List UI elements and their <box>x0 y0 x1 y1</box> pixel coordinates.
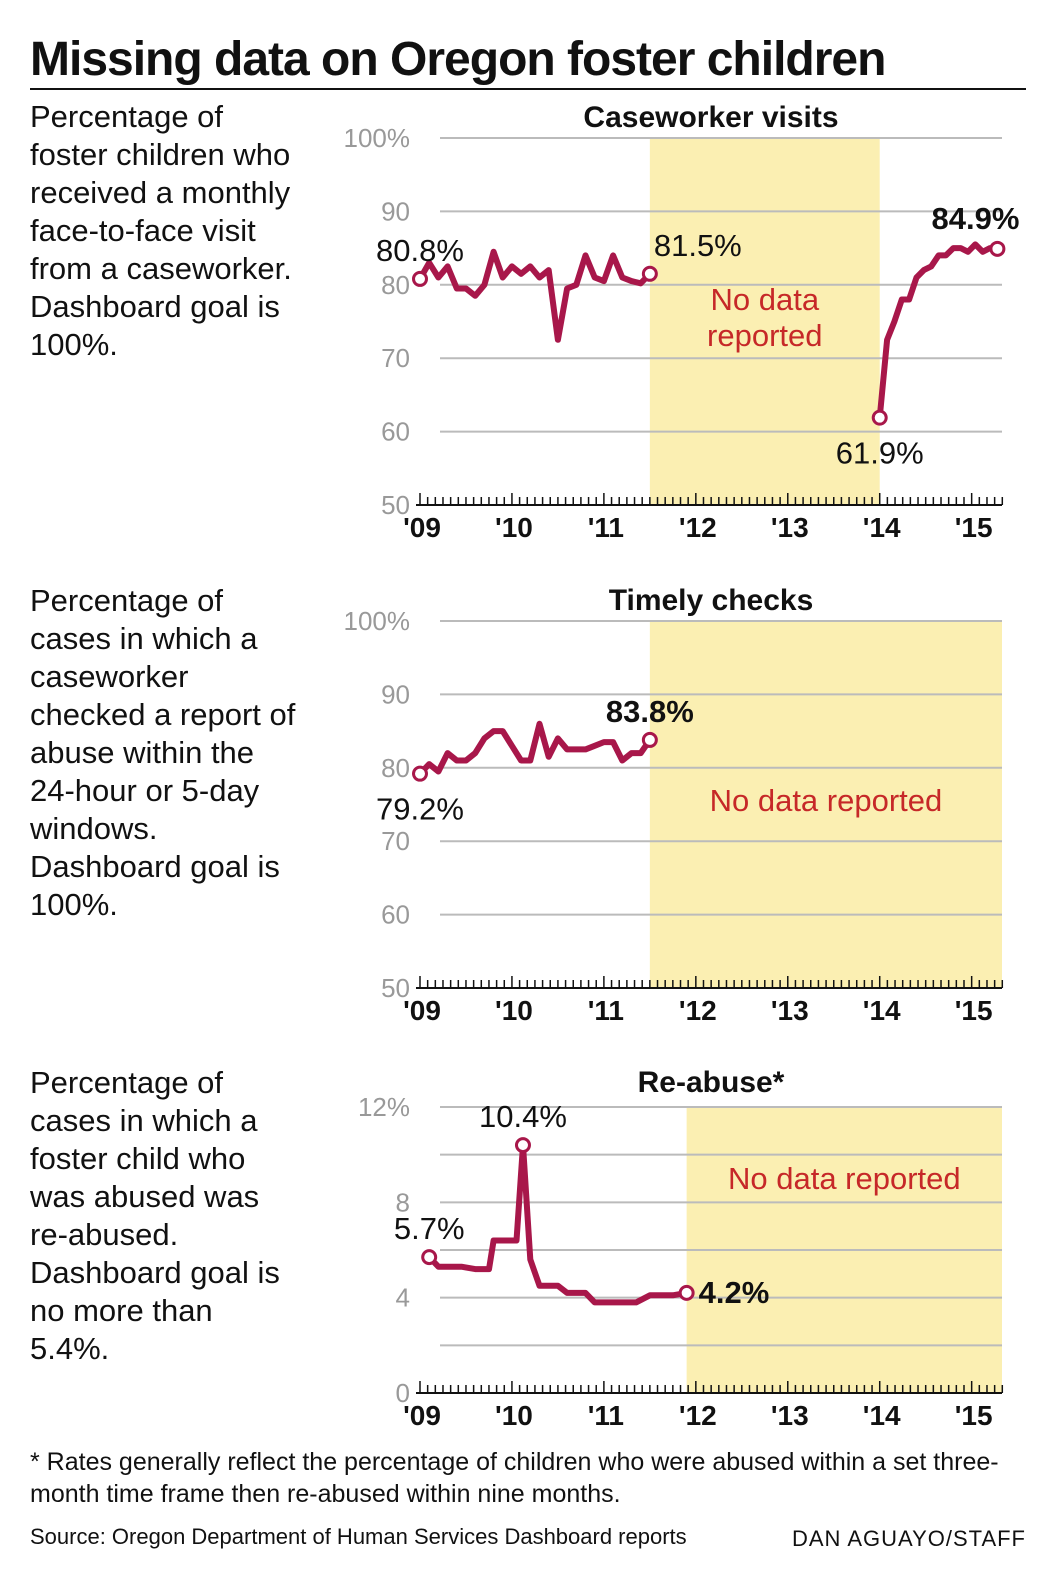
chart-title: Caseworker visits <box>583 101 838 134</box>
source-line: Source: Oregon Department of Human Servi… <box>30 1524 687 1549</box>
data-label: 84.9% <box>931 201 1019 236</box>
y-tick-label: 90 <box>381 196 410 226</box>
y-tick-label: 4 <box>396 1283 410 1313</box>
x-tick-label: '10 <box>495 995 533 1026</box>
data-point-marker <box>871 409 888 426</box>
x-tick-label: '13 <box>771 1400 809 1431</box>
y-tick-label: 100% <box>344 123 411 153</box>
x-tick-label: '10 <box>495 1400 533 1431</box>
y-tick-label: 50 <box>381 490 410 520</box>
series-line <box>417 248 653 343</box>
chart-caseworker-visits-svg: 50 60 70 80 90 100% '09 '10 '11 '12 '13 '14 '15 Casew… <box>344 101 1020 543</box>
x-tick-label: '12 <box>679 1400 717 1431</box>
no-data-label: reported <box>707 318 822 353</box>
data-point-marker <box>412 270 428 287</box>
y-tick-label: 70 <box>381 826 410 856</box>
chart-title: Re-abuse* <box>638 1066 785 1099</box>
footnote: * Rates generally reflect the percentage… <box>30 1448 999 1508</box>
data-label: 61.9% <box>836 436 924 471</box>
x-tick-label: '11 <box>588 1400 624 1431</box>
y-tick-label: 60 <box>381 900 410 930</box>
y-tick-label: 80 <box>381 270 410 300</box>
no-data-region <box>649 138 880 505</box>
y-tick-label: 100% <box>344 606 411 636</box>
x-tick-label: '09 <box>403 512 441 543</box>
x-tick-label: '15 <box>955 1400 993 1431</box>
data-point-marker <box>514 1137 531 1154</box>
description-caseworker-visits: Percentage of foster children who receiv… <box>30 99 292 362</box>
data-point-marker <box>678 1284 695 1301</box>
x-tick-label: '14 <box>863 1400 901 1431</box>
x-tick-label: '14 <box>863 512 901 543</box>
headline: Missing data on Oregon foster children <box>30 33 886 86</box>
x-tick-label: '14 <box>863 995 901 1026</box>
x-tick-label: '13 <box>771 995 809 1026</box>
chart-timely-checks-svg: 50 60 70 80 90 100% '09 '10 '11 '12 '13 '14 '15 Timel… <box>344 584 1004 1026</box>
x-tick-label: '09 <box>403 995 441 1026</box>
x-tick-label: '11 <box>588 512 624 543</box>
no-data-label: No data reported <box>710 783 943 818</box>
series-line <box>876 241 1001 421</box>
y-tick-label: 12% <box>358 1092 410 1122</box>
data-label: 79.2% <box>376 792 464 827</box>
headline-rule <box>30 88 1026 90</box>
series-line <box>417 720 653 777</box>
y-tick-label: 50 <box>381 973 410 1003</box>
data-point-marker <box>641 265 658 282</box>
y-tick-label: 60 <box>381 417 410 447</box>
y-tick-label: 0 <box>396 1378 410 1408</box>
x-tick-label: '12 <box>679 512 717 543</box>
y-tick-label: 8 <box>396 1187 410 1217</box>
description-timely-checks: Percentage of cases in which a caseworke… <box>30 583 296 922</box>
data-point-marker <box>641 731 658 748</box>
chart-timely-checks: 50 60 70 80 90 100% '09 '10 '11 '12 '13 '14 '15 Timel… <box>0 578 1058 1048</box>
x-tick-label: '10 <box>495 512 533 543</box>
data-point-marker <box>421 1249 438 1266</box>
data-label: 83.8% <box>606 694 694 729</box>
x-tick-label: '15 <box>955 995 993 1026</box>
data-label: 80.8% <box>376 233 464 268</box>
no-data-label: No data <box>710 282 819 317</box>
chart-caseworker-visits: 50 60 70 80 90 100% '09 '10 '11 '12 '13 '14 '15 Casew… <box>0 95 1058 565</box>
y-tick-label: 90 <box>381 679 410 709</box>
data-label: 81.5% <box>654 228 742 263</box>
data-point-marker <box>989 240 1006 257</box>
data-point-marker <box>412 765 428 782</box>
x-tick-label: '12 <box>679 995 717 1026</box>
description-re-abuse: Percentage of cases in which a foster ch… <box>30 1065 280 1366</box>
chart-re-abuse: 0 4 8 12% '09 '10 '11 '12 '13 '14 '15 Re-abuse* No d… <box>0 1060 1058 1530</box>
x-tick-label: '11 <box>588 995 624 1026</box>
data-label: 10.4% <box>479 1099 567 1134</box>
series-line <box>426 1142 690 1306</box>
chart-re-abuse-svg: 0 4 8 12% '09 '10 '11 '12 '13 '14 '15 Re-abuse* No d… <box>358 1066 1004 1431</box>
no-data-region <box>649 621 1002 988</box>
y-tick-label: 80 <box>381 753 410 783</box>
x-tick-label: '09 <box>403 1400 441 1431</box>
credit-line: DAN AGUAYO/STAFF <box>792 1526 1026 1551</box>
data-label: 5.7% <box>394 1211 465 1246</box>
chart-title: Timely checks <box>609 584 814 617</box>
data-label: 4.2% <box>699 1275 770 1310</box>
no-data-label: No data reported <box>728 1161 961 1196</box>
x-tick-label: '13 <box>771 512 809 543</box>
y-tick-label: 70 <box>381 343 410 373</box>
x-tick-label: '15 <box>955 512 993 543</box>
